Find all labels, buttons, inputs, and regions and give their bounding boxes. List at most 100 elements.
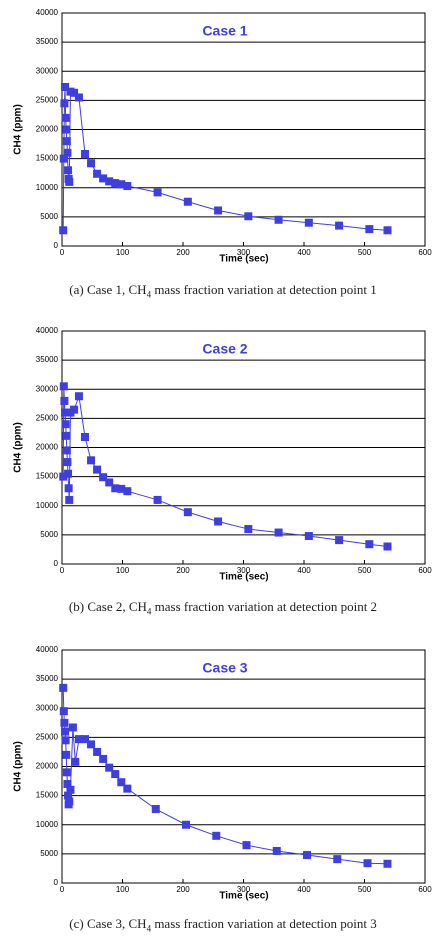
data-point xyxy=(63,148,72,157)
data-point xyxy=(363,859,372,868)
x-tick-label: 400 xyxy=(297,248,311,257)
data-point xyxy=(123,487,132,496)
x-tick-label: 300 xyxy=(237,566,251,575)
y-tick-label: 15000 xyxy=(36,472,59,481)
x-tick-label: 0 xyxy=(60,248,65,257)
data-point xyxy=(61,113,70,122)
data-point xyxy=(64,469,73,478)
data-point xyxy=(272,846,281,855)
x-tick-label: 600 xyxy=(418,566,432,575)
y-tick-label: 30000 xyxy=(36,66,59,75)
x-tick-label: 400 xyxy=(297,885,311,894)
x-tick-label: 500 xyxy=(358,566,372,575)
data-point xyxy=(123,182,132,191)
data-point xyxy=(62,125,71,134)
chart-title: Case 3 xyxy=(202,660,247,676)
data-point xyxy=(99,174,108,183)
data-point xyxy=(61,736,70,745)
y-tick-label: 25000 xyxy=(36,732,59,741)
caption-part: 4 xyxy=(146,606,152,617)
data-point xyxy=(62,768,71,777)
y-tick-label: 5000 xyxy=(40,530,58,539)
x-tick-label: 600 xyxy=(418,248,432,257)
data-point xyxy=(93,747,102,756)
y-axis-label: CH4 (ppm) xyxy=(13,104,24,155)
data-point xyxy=(214,206,223,215)
y-tick-label: 20000 xyxy=(36,762,59,771)
data-point xyxy=(59,382,68,391)
data-point xyxy=(87,159,96,168)
y-tick-label: 15000 xyxy=(36,154,59,163)
data-point xyxy=(365,540,374,549)
plot-frame xyxy=(61,12,426,247)
data-point xyxy=(63,779,72,788)
data-point xyxy=(212,831,221,840)
y-tick-label: 10000 xyxy=(36,183,59,192)
data-line xyxy=(62,386,388,548)
x-tick-label: 200 xyxy=(176,248,190,257)
y-tick-label: 20000 xyxy=(36,443,59,452)
y-axis-label: CH4 (ppm) xyxy=(13,741,24,792)
data-point xyxy=(93,169,102,178)
data-point xyxy=(151,805,160,814)
y-tick-label: 0 xyxy=(54,241,59,250)
x-tick-label: 100 xyxy=(116,248,130,257)
data-point xyxy=(274,528,283,537)
caption: (a) Case 1, CH4 mass fraction variation … xyxy=(0,282,446,300)
data-point xyxy=(61,420,70,429)
data-point xyxy=(61,82,70,91)
data-point xyxy=(64,166,73,175)
y-tick-label: 20000 xyxy=(36,125,59,134)
data-point xyxy=(87,740,96,749)
data-point xyxy=(335,221,344,230)
data-point xyxy=(60,99,69,108)
data-point xyxy=(153,495,162,504)
y-tick-label: 30000 xyxy=(36,703,59,712)
data-point xyxy=(59,683,68,692)
data-point xyxy=(59,154,68,163)
x-axis-label: Time (sec) xyxy=(219,891,268,902)
data-point xyxy=(244,212,253,221)
data-point xyxy=(274,215,283,224)
data-point xyxy=(65,495,74,504)
data-point xyxy=(105,177,114,186)
x-tick-label: 100 xyxy=(116,566,130,575)
caption-part: mass fraction variation at detection poi… xyxy=(151,916,377,931)
data-point xyxy=(80,735,89,744)
data-point xyxy=(60,718,69,727)
caption: (c) Case 3, CH4 mass fraction variation … xyxy=(0,916,446,934)
data-point xyxy=(117,778,126,787)
data-point xyxy=(61,408,70,417)
data-point xyxy=(111,770,120,779)
data-point xyxy=(304,218,313,227)
data-point xyxy=(71,757,80,766)
data-point xyxy=(153,188,162,197)
caption-part: 4 xyxy=(146,289,152,300)
x-tick-label: 600 xyxy=(418,885,432,894)
x-tick-label: 400 xyxy=(297,566,311,575)
data-point xyxy=(304,532,313,541)
data-point xyxy=(70,405,79,414)
data-point xyxy=(105,478,114,487)
y-tick-label: 10000 xyxy=(36,501,59,510)
x-tick-label: 100 xyxy=(116,885,130,894)
data-point xyxy=(74,735,83,744)
x-tick-label: 200 xyxy=(176,885,190,894)
y-tick-label: 0 xyxy=(54,878,59,887)
y-tick-label: 35000 xyxy=(36,674,59,683)
chart-title: Case 1 xyxy=(202,23,247,39)
data-point xyxy=(59,226,68,235)
data-point xyxy=(93,465,102,474)
data-point xyxy=(80,149,89,158)
x-tick-label: 500 xyxy=(358,885,372,894)
data-point xyxy=(117,180,126,189)
data-point xyxy=(59,472,68,481)
data-point xyxy=(99,473,108,482)
data-point xyxy=(105,763,114,772)
x-tick-label: 0 xyxy=(60,566,65,575)
data-point xyxy=(80,433,89,442)
y-tick-label: 35000 xyxy=(36,37,59,46)
data-point xyxy=(63,458,72,467)
y-tick-label: 5000 xyxy=(40,212,58,221)
